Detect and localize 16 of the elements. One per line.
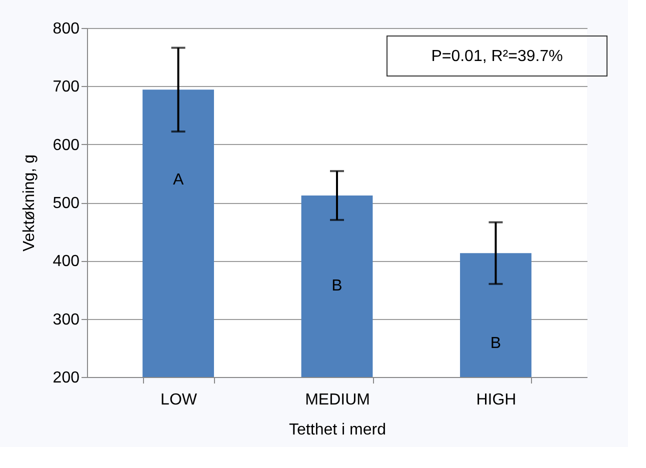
annotation: B: [490, 335, 502, 352]
y-tick-label: 500: [52, 195, 80, 212]
annotation: P=0.01, R²=39.7%: [431, 48, 563, 65]
y-tick-label: 600: [52, 136, 80, 154]
annotation: A: [172, 172, 184, 189]
annotation: B: [332, 278, 342, 295]
y-tick-label: 800: [52, 20, 80, 38]
y-tick-label: 200: [52, 370, 80, 386]
x-tick-label: HIGH: [476, 392, 516, 408]
x-tick-label: MEDIUM: [305, 392, 370, 408]
y-tick-label: 300: [52, 311, 80, 328]
y-tick-label: 400: [52, 253, 80, 270]
y-axis-title: Vektøkning, g: [20, 154, 38, 252]
x-axis-title: Tetthet i merd: [289, 422, 386, 438]
x-tick-label: LOW: [160, 392, 198, 408]
y-tick-label: 700: [52, 78, 80, 96]
